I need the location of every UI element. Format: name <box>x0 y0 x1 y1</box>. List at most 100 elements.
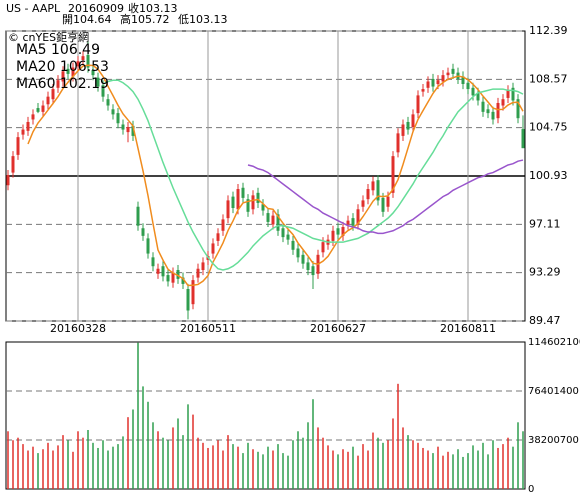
candle-body <box>376 180 380 201</box>
candle-body <box>101 85 105 97</box>
volume-bar <box>512 446 514 489</box>
volume-bar <box>242 453 244 489</box>
close-info: 收103.13 <box>128 1 178 15</box>
volume-bar <box>237 446 239 489</box>
candle-body <box>131 125 135 136</box>
volume-bar <box>387 440 389 489</box>
volume-bar <box>47 442 49 489</box>
candle-body <box>61 71 65 82</box>
watermark: © cnYES鉅亨網 <box>8 30 89 44</box>
volume-bar <box>257 451 259 489</box>
volume-bar <box>417 442 419 489</box>
candle-body <box>416 95 420 114</box>
high-info: 高105.72 <box>120 12 170 26</box>
candle-body <box>496 102 500 119</box>
volume-bar <box>202 442 204 489</box>
volume-bar <box>67 440 69 489</box>
volume-bar <box>327 445 329 489</box>
volume-bar <box>522 431 524 489</box>
candle-body <box>26 121 30 131</box>
candle-body <box>36 108 40 112</box>
volume-bar <box>377 437 379 489</box>
date: 20160909 <box>68 2 124 15</box>
open-info: 開104.64 <box>62 13 112 26</box>
volume-bar <box>252 449 254 489</box>
volume-bar <box>397 383 399 489</box>
volume-bar <box>107 450 109 489</box>
volume-bar <box>127 417 129 489</box>
candle-body <box>81 56 85 60</box>
candle-body <box>381 197 385 212</box>
candle-body <box>96 77 100 87</box>
candle-body <box>406 121 410 130</box>
volume-panel <box>5 341 526 490</box>
volume-bar <box>282 453 284 489</box>
volume-bar <box>77 431 79 489</box>
volume-bar <box>7 431 9 489</box>
candle-body <box>151 257 155 267</box>
candle-body <box>506 90 510 98</box>
ma-line <box>247 159 524 235</box>
candle-body <box>226 200 230 219</box>
candle-body <box>291 240 295 250</box>
volume-bar <box>342 449 344 489</box>
candle-body <box>466 82 470 90</box>
volume-bar <box>287 455 289 489</box>
volume-bar <box>277 444 279 489</box>
volume-bar <box>447 451 449 489</box>
low-info: 低103.13 <box>178 13 228 26</box>
candle-body <box>301 254 305 264</box>
candle-body <box>296 248 300 258</box>
candle-body <box>236 189 240 210</box>
candle-body <box>371 181 375 191</box>
candle-body <box>76 61 80 67</box>
candle-body <box>451 68 455 74</box>
volume-bar <box>27 450 29 489</box>
candle-body <box>166 275 170 282</box>
volume-bar <box>457 449 459 489</box>
volume-bar <box>462 456 464 489</box>
volume-bar <box>122 436 124 489</box>
y-tick-label: 108.57 <box>529 72 568 85</box>
candle-body <box>431 78 435 87</box>
candle-body <box>126 127 130 133</box>
candle-body <box>231 196 235 209</box>
candle-body <box>426 81 430 88</box>
candle-body <box>56 80 60 88</box>
volume-bar <box>177 418 179 489</box>
y-tick-label: 114602100 <box>528 337 580 348</box>
candle-body <box>211 243 215 254</box>
volume-bar <box>187 404 189 489</box>
ma-line <box>102 79 524 271</box>
candle-body <box>446 72 450 76</box>
candle-body <box>141 228 145 236</box>
candle-body <box>186 288 190 311</box>
volume-bar <box>297 431 299 489</box>
candle-body <box>6 175 10 186</box>
volume-bar <box>192 414 194 489</box>
volume-bar <box>17 437 19 489</box>
volume-bar <box>352 446 354 489</box>
y-tick-label: 0 <box>528 484 534 495</box>
candle-body <box>86 54 90 68</box>
volume-bar <box>167 440 169 489</box>
volume-bar <box>137 342 139 489</box>
volume-bar <box>412 440 414 489</box>
volume-bar <box>82 437 84 489</box>
volume-bar <box>22 444 24 489</box>
candle-body <box>421 89 425 92</box>
legend-entry: MA5 106.49 <box>16 42 100 58</box>
candle-body <box>266 213 270 222</box>
volume-bar <box>452 454 454 489</box>
volume-bar <box>472 445 474 489</box>
ma-line <box>27 64 524 287</box>
candle-body <box>341 226 345 236</box>
y-tick-label: 76401400 <box>528 386 579 397</box>
volume-bar <box>112 446 114 489</box>
volume-bar <box>92 442 94 489</box>
candle-body <box>196 268 200 278</box>
volume-bar <box>307 422 309 489</box>
candle-body <box>441 75 445 82</box>
